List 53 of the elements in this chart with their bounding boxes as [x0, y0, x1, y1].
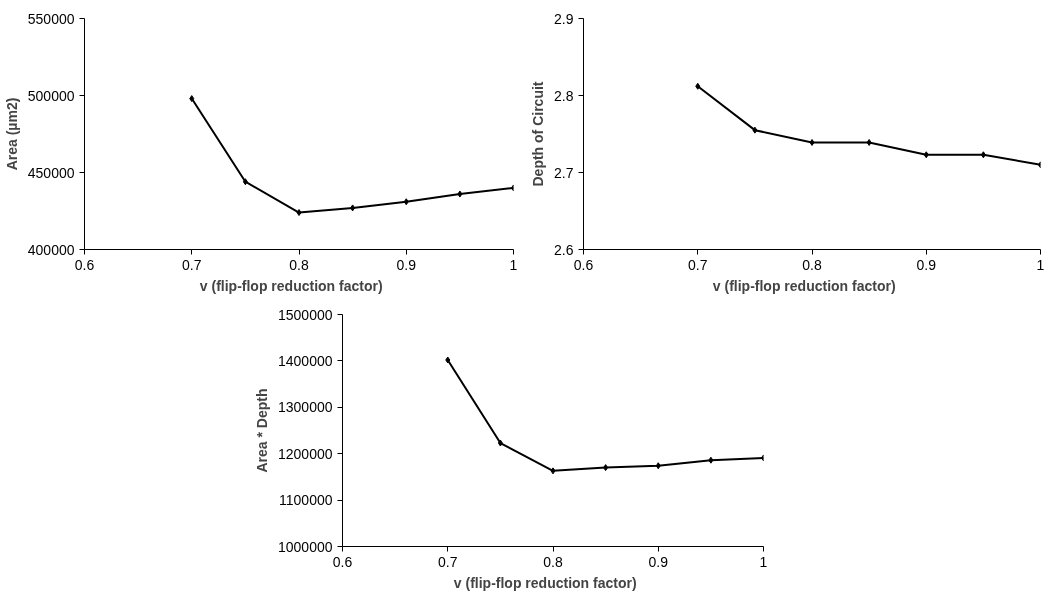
y-tick-label: 1200000 [278, 445, 333, 462]
point [403, 198, 409, 206]
y-tick-label: 1400000 [278, 352, 333, 369]
y-tick-label: 2.8 [554, 87, 574, 104]
x-axis-title: v (flip-flop reduction factor) [199, 277, 383, 294]
point [923, 151, 929, 159]
point [752, 126, 758, 134]
x-tick-label: 0.6 [74, 256, 95, 273]
point [708, 456, 714, 464]
x-tick-label: 0.7 [688, 256, 708, 273]
y-tick-label: 1300000 [278, 399, 333, 416]
point [497, 439, 503, 447]
x-tick-label: 0.6 [573, 256, 594, 273]
y-tick-label: 1100000 [279, 492, 333, 509]
point [550, 467, 556, 475]
x-tick-label: 0.8 [543, 553, 563, 570]
point [189, 95, 195, 103]
x-tick-label: 0.7 [182, 256, 202, 273]
point [296, 209, 302, 217]
y-tick-label: 400000 [27, 241, 75, 258]
y-tick-label: 2.7 [554, 164, 574, 181]
point [980, 151, 986, 159]
y-tick-label: 1000000 [278, 538, 333, 555]
point [695, 82, 701, 90]
x-tick-label: 1 [1036, 256, 1045, 273]
point [655, 462, 661, 470]
x-axis-title: v (flip-flop reduction factor) [453, 574, 637, 591]
x-tick-label: 0.6 [332, 553, 353, 570]
y-axis-title: Depth of Circuit [530, 81, 547, 187]
x-tick-label: 0.8 [289, 256, 309, 273]
x-axis-title: v (flip-flop reduction factor) [712, 277, 896, 294]
y-tick-label: 2.6 [554, 241, 574, 258]
point [809, 138, 815, 146]
point [445, 356, 451, 364]
x-tick-label: 1 [509, 256, 518, 273]
point [242, 178, 248, 186]
x-tick-label: 1 [759, 553, 768, 570]
y-tick-label: 2.9 [554, 10, 574, 27]
point [457, 190, 463, 198]
point [350, 204, 356, 212]
x-tick-label: 0.7 [438, 553, 458, 570]
x-tick-label: 0.9 [396, 256, 417, 273]
x-tick-label: 0.8 [802, 256, 822, 273]
y-tick-label: 1500000 [278, 306, 333, 323]
y-axis-title: Area (µm2) [3, 97, 20, 171]
point [603, 464, 609, 472]
y-tick-label: 550000 [27, 10, 75, 27]
y-tick-label: 450000 [27, 164, 75, 181]
x-tick-label: 0.9 [916, 256, 937, 273]
y-axis-title: Area * Depth [254, 388, 270, 473]
y-tick-label: 500000 [27, 87, 75, 104]
x-tick-label: 0.9 [648, 553, 669, 570]
point [866, 138, 872, 146]
